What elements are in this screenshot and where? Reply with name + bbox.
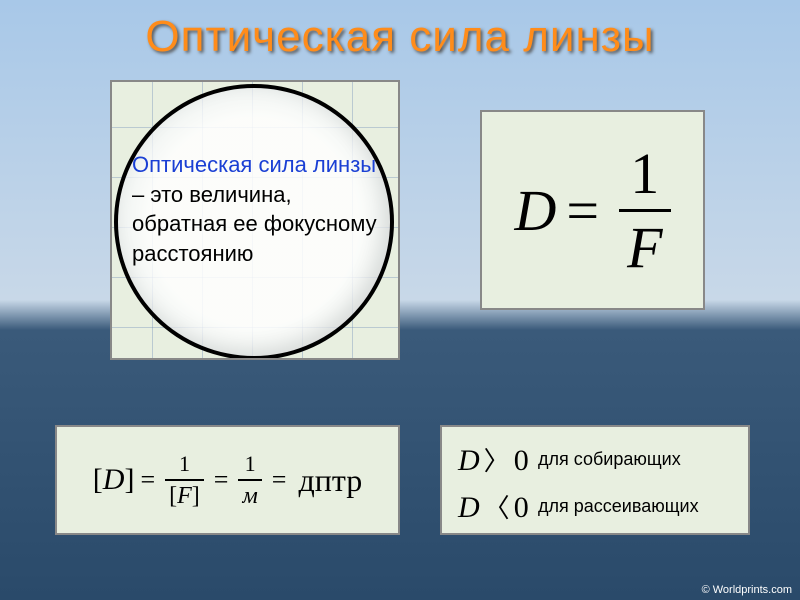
- cond2-rel: 〈: [484, 494, 510, 523]
- cond2-label: для рассеивающих: [538, 496, 699, 517]
- cond2-zero: 0: [514, 491, 529, 524]
- cond1-symbol: D〉0: [458, 441, 538, 478]
- formula-denominator: F: [619, 214, 670, 281]
- unit-card: D = 1 F = 1 м = дптр: [55, 425, 400, 535]
- fraction-bar: [619, 209, 670, 212]
- formula-lhs: D: [514, 177, 556, 244]
- condition-row-converging: D〉0 для собирающих: [458, 441, 732, 478]
- unit-frac2-num: 1: [241, 451, 260, 477]
- unit-frac1: 1 F: [165, 451, 204, 510]
- unit-frac1-den: F: [165, 483, 204, 510]
- definition-text: Оптическая сила линзы – это величина, об…: [132, 150, 382, 269]
- unit-eq2: =: [214, 465, 229, 495]
- formula-numerator: 1: [622, 140, 667, 207]
- unit-D-bracket: D: [93, 463, 135, 497]
- fraction-bar: [238, 479, 261, 481]
- cond1-D: D: [458, 444, 480, 477]
- unit-frac2: 1 м: [238, 451, 261, 510]
- cond1-zero: 0: [514, 444, 529, 477]
- fraction-bar: [165, 479, 204, 481]
- formula-card: D = 1 F: [480, 110, 705, 310]
- page-title: Оптическая сила линзы: [0, 0, 800, 62]
- cond2-symbol: D〈0: [458, 488, 538, 525]
- definition-card: Оптическая сила линзы – это величина, об…: [110, 80, 400, 360]
- unit-result: дптр: [298, 462, 362, 499]
- unit-frac1-num: 1: [175, 451, 194, 477]
- cond2-D: D: [458, 491, 480, 524]
- conditions-card: D〉0 для собирающих D〈0 для рассеивающих: [440, 425, 750, 535]
- cond1-rel: 〉: [484, 447, 510, 476]
- unit-eq1: =: [140, 465, 155, 495]
- cond1-label: для собирающих: [538, 449, 681, 470]
- formula-fraction: 1 F: [619, 140, 670, 281]
- copyright-text: © Worldprints.com: [702, 584, 792, 596]
- equals-sign: =: [566, 177, 599, 244]
- definition-highlight: Оптическая сила линзы: [132, 152, 376, 177]
- unit-eq3: =: [272, 465, 287, 495]
- unit-frac2-den: м: [238, 483, 261, 510]
- definition-rest: – это величина, обратная ее фокусному ра…: [132, 182, 377, 266]
- condition-row-diverging: D〈0 для рассеивающих: [458, 488, 732, 525]
